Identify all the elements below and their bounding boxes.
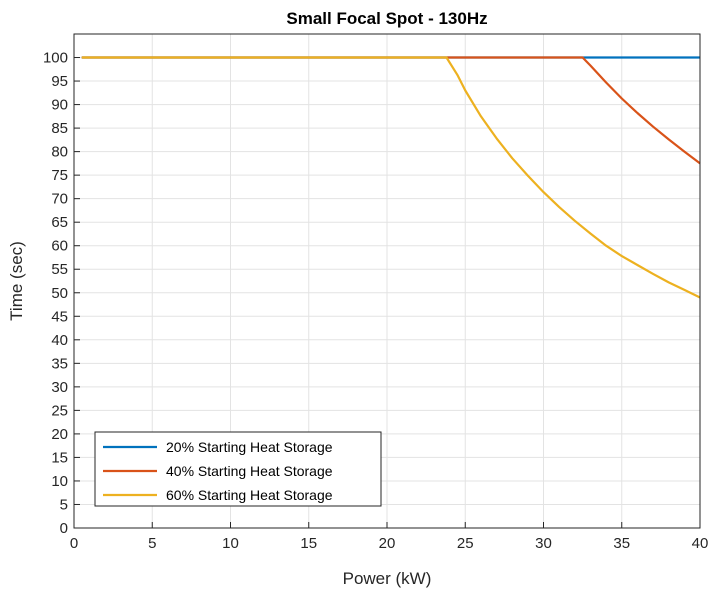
y-tick-label: 100 — [43, 50, 68, 67]
x-axis-label: Power (kW) — [343, 569, 432, 588]
y-tick-label: 0 — [60, 520, 68, 537]
y-tick-label: 25 — [51, 402, 68, 419]
legend-entry-2: 40% Starting Heat Storage — [166, 463, 333, 479]
legend-entry-3: 60% Starting Heat Storage — [166, 487, 333, 503]
y-tick-label: 20 — [51, 426, 68, 443]
x-tick-label: 20 — [379, 535, 396, 552]
y-tick-label: 35 — [51, 355, 68, 372]
y-tick-label: 15 — [51, 449, 68, 466]
y-tick-label: 50 — [51, 285, 68, 302]
x-tick-label: 35 — [613, 535, 630, 552]
x-tick-label: 40 — [692, 535, 709, 552]
x-tick-label: 0 — [70, 535, 78, 552]
x-tick-label: 15 — [300, 535, 317, 552]
chart-title: Small Focal Spot - 130Hz — [286, 9, 487, 28]
y-tick-label: 45 — [51, 308, 68, 325]
series-line-3 — [81, 56, 701, 299]
y-tick-label: 95 — [51, 73, 68, 90]
x-tick-label: 25 — [457, 535, 474, 552]
y-tick-label: 85 — [51, 120, 68, 137]
x-tick-label: 10 — [222, 535, 239, 552]
axis-ticks: 0 5 10 15 20 25 30 35 40 0 5 10 15 20 25 30 35 40 45 50 55 60… — [43, 50, 708, 552]
y-tick-label: 30 — [51, 379, 68, 396]
legend-box — [94, 431, 382, 507]
y-axis-label: Time (sec) — [7, 241, 26, 321]
y-tick-label: 70 — [51, 191, 68, 208]
y-tick-label: 65 — [51, 214, 68, 231]
legend-entry-1: 20% Starting Heat Storage — [166, 439, 333, 455]
legend: 20% Starting Heat Storage 40% Starting He… — [94, 431, 382, 507]
y-tick-label: 60 — [51, 238, 68, 255]
y-tick-label: 90 — [51, 97, 68, 114]
y-tick-label: 55 — [51, 261, 68, 278]
x-tick-label: 30 — [535, 535, 552, 552]
series-lines — [81, 56, 701, 299]
y-tick-label: 10 — [51, 473, 68, 490]
x-tick-label: 5 — [148, 535, 156, 552]
y-tick-label: 80 — [51, 144, 68, 161]
y-tick-label: 75 — [51, 167, 68, 184]
series-line-2 — [81, 56, 701, 165]
y-tick-label: 40 — [51, 332, 68, 349]
y-tick-label: 5 — [60, 496, 68, 513]
